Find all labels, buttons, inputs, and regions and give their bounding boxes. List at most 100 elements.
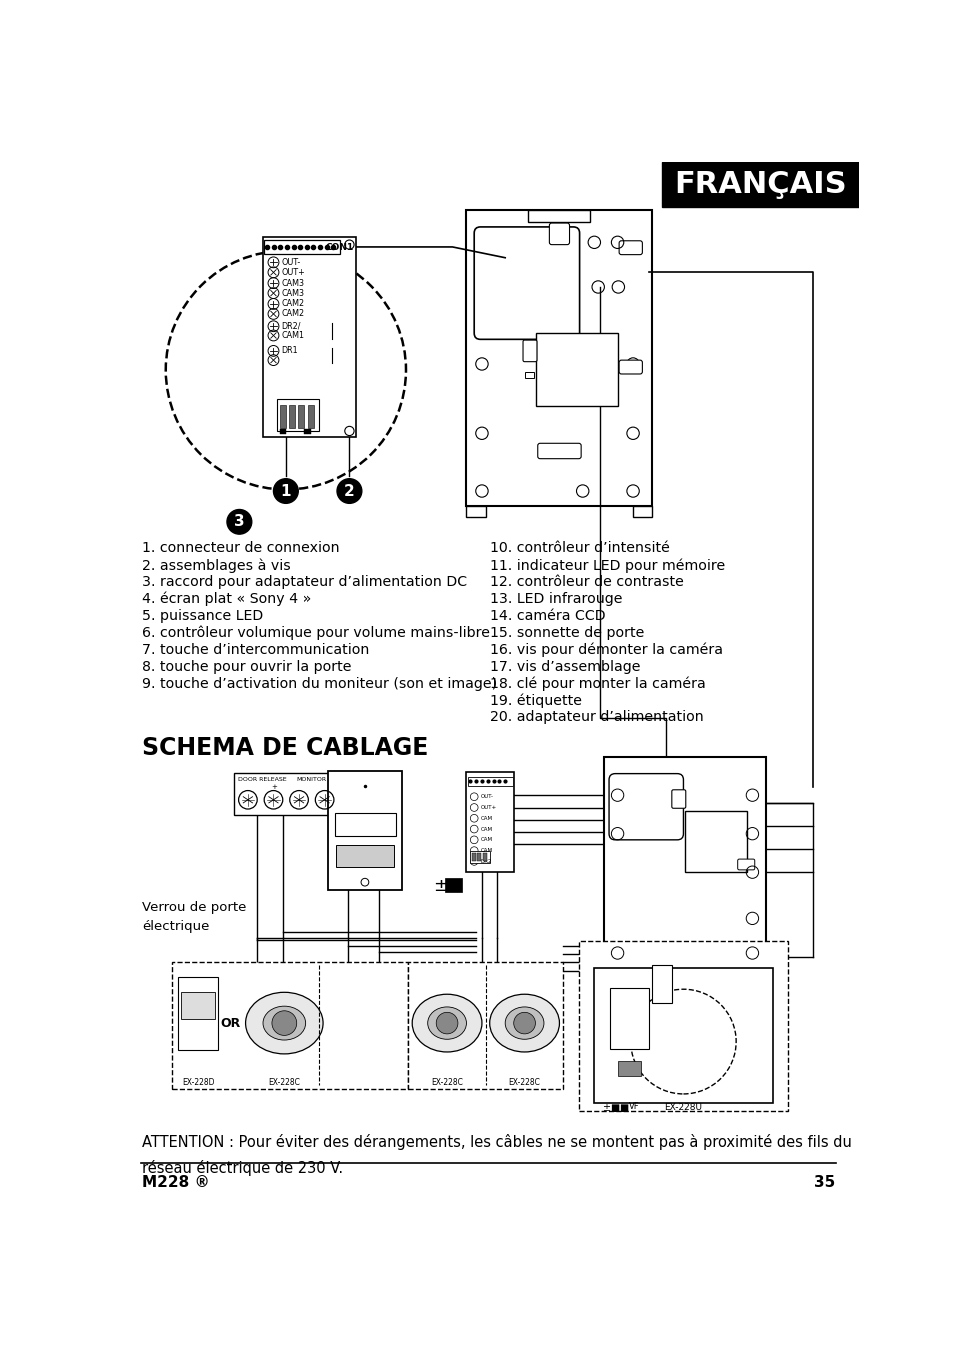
Ellipse shape	[505, 1007, 543, 1040]
Text: CON1: CON1	[326, 243, 354, 251]
Circle shape	[272, 1011, 296, 1036]
Bar	[617, 1061, 640, 1076]
Text: $\pm$: $\pm$	[433, 877, 448, 895]
Bar	[470, 850, 489, 863]
Text: 18. clé pour monter la caméra: 18. clé pour monter la caméra	[489, 676, 704, 691]
Text: VF: VF	[629, 1102, 639, 1110]
Text: OUT-: OUT-	[480, 794, 493, 799]
Bar	[298, 404, 304, 427]
FancyBboxPatch shape	[537, 443, 580, 458]
Text: 1. connecteur de connexion: 1. connecteur de connexion	[142, 541, 340, 556]
Circle shape	[274, 479, 298, 503]
Text: 16. vis pour démonter la caméra: 16. vis pour démonter la caméra	[489, 642, 722, 657]
Text: 3: 3	[233, 514, 244, 530]
FancyBboxPatch shape	[474, 227, 579, 339]
Text: 7. touche d’intercommunication: 7. touche d’intercommunication	[142, 642, 370, 657]
Text: DR1: DR1	[281, 346, 297, 356]
Bar	[335, 813, 395, 836]
Text: MONITOR: MONITOR	[295, 776, 326, 781]
Bar	[307, 404, 314, 427]
Text: 2. assemblages à vis: 2. assemblages à vis	[142, 558, 291, 572]
Bar	[289, 404, 294, 427]
Bar	[233, 773, 346, 815]
Text: 15. sonnette de porte: 15. sonnette de porte	[489, 626, 643, 639]
Text: CAM2: CAM2	[281, 310, 304, 319]
Bar	[609, 988, 648, 1049]
Text: 13. LED infrarouge: 13. LED infrarouge	[489, 592, 621, 606]
Text: OUT+: OUT+	[480, 804, 497, 810]
Text: 10. contrôleur d’intensité: 10. contrôleur d’intensité	[489, 541, 669, 556]
Text: FRANÇAIS: FRANÇAIS	[673, 170, 845, 199]
FancyBboxPatch shape	[522, 341, 537, 362]
Text: EX-228U: EX-228U	[663, 1103, 701, 1113]
Text: EX-228C: EX-228C	[431, 1078, 462, 1087]
Bar	[468, 776, 513, 786]
FancyBboxPatch shape	[549, 223, 569, 245]
Text: 1: 1	[280, 484, 291, 499]
Bar	[408, 961, 562, 1088]
Text: 35: 35	[813, 1175, 835, 1190]
Text: CAM: CAM	[480, 848, 492, 853]
Ellipse shape	[489, 994, 558, 1052]
Bar	[684, 811, 746, 872]
FancyBboxPatch shape	[618, 241, 641, 254]
Bar	[603, 757, 765, 964]
Text: 2: 2	[344, 484, 355, 499]
FancyBboxPatch shape	[618, 360, 641, 375]
Bar	[578, 941, 787, 1111]
Ellipse shape	[245, 992, 323, 1055]
Text: Verrou de porte
électrique: Verrou de porte électrique	[142, 902, 247, 933]
Text: EX-228C: EX-228C	[508, 1078, 540, 1087]
Text: SCHEMA DE CABLAGE: SCHEMA DE CABLAGE	[142, 735, 429, 760]
Text: CAM: CAM	[480, 826, 492, 831]
Circle shape	[336, 479, 361, 503]
Circle shape	[227, 510, 252, 534]
Polygon shape	[661, 162, 858, 207]
Bar	[328, 771, 402, 890]
Text: M228 ®: M228 ®	[142, 1175, 210, 1190]
Text: DR2/: DR2/	[281, 322, 300, 331]
Text: CAM3: CAM3	[281, 279, 304, 288]
Text: 20. adaptateur d’alimentation: 20. adaptateur d’alimentation	[489, 711, 702, 725]
Text: 3. raccord pour adaptateur d’alimentation DC: 3. raccord pour adaptateur d’alimentatio…	[142, 575, 467, 589]
Bar	[276, 399, 319, 431]
Text: +: +	[271, 784, 277, 790]
Bar	[172, 961, 408, 1088]
Bar	[279, 430, 286, 434]
FancyBboxPatch shape	[671, 790, 685, 808]
Bar	[335, 845, 394, 867]
Ellipse shape	[412, 994, 481, 1052]
Bar	[652, 964, 671, 1003]
Text: CAM3: CAM3	[281, 288, 304, 297]
Text: DR2: DR2	[480, 859, 492, 864]
Text: 9. touche d’activation du moniteur (son et image): 9. touche d’activation du moniteur (son …	[142, 676, 497, 691]
Text: 8. touche pour ouvrir la porte: 8. touche pour ouvrir la porte	[142, 660, 352, 673]
Text: 19. étiquette: 19. étiquette	[489, 694, 581, 708]
Text: 11. indicateur LED pour mémoire: 11. indicateur LED pour mémoire	[489, 558, 724, 572]
Bar	[178, 977, 218, 1051]
Bar	[536, 333, 617, 407]
Bar	[594, 968, 772, 1103]
Text: OR: OR	[220, 1017, 240, 1030]
Bar	[181, 992, 215, 1019]
Bar	[304, 430, 311, 434]
Ellipse shape	[263, 1006, 305, 1040]
Bar	[472, 853, 476, 861]
Text: CAM1: CAM1	[281, 331, 304, 339]
Ellipse shape	[427, 1007, 466, 1040]
Text: 6. contrôleur volumique pour volume mains-libre: 6. contrôleur volumique pour volume main…	[142, 626, 490, 641]
FancyBboxPatch shape	[737, 859, 754, 869]
Circle shape	[513, 1013, 535, 1034]
Text: 12. contrôleur de contraste: 12. contrôleur de contraste	[489, 575, 683, 589]
Text: ATTENTION : Pour éviter des dérangements, les câbles ne se montent pas à proximi: ATTENTION : Pour éviter des dérangements…	[142, 1134, 851, 1176]
Text: $\pm$■■: $\pm$■■	[601, 1102, 629, 1114]
Bar	[524, 372, 534, 377]
Text: CAM2: CAM2	[281, 299, 304, 308]
Text: OUT+: OUT+	[281, 268, 305, 277]
Text: 5. puissance LED: 5. puissance LED	[142, 608, 263, 623]
FancyBboxPatch shape	[608, 773, 682, 840]
Circle shape	[436, 1013, 457, 1034]
Text: DOOR RELEASE: DOOR RELEASE	[237, 776, 286, 781]
Text: 17. vis d’assemblage: 17. vis d’assemblage	[489, 660, 639, 673]
Bar	[476, 853, 480, 861]
